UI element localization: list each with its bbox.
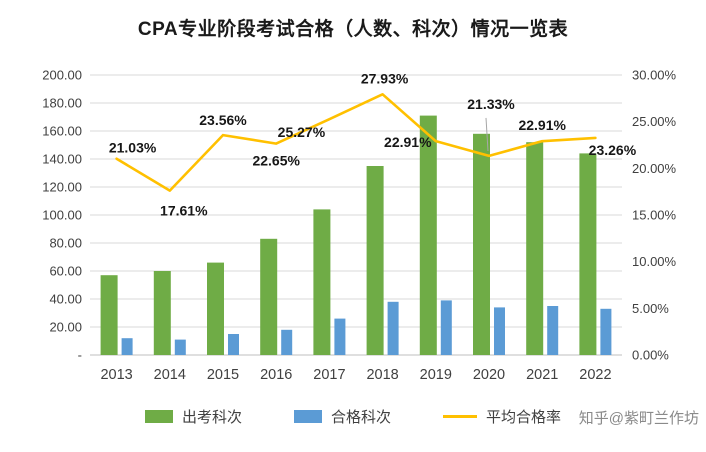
right-axis-tick-label: 0.00% [632,348,669,363]
left-axis-tick-label: 160.00 [42,124,82,139]
bar-exam-sessions-2019 [419,115,437,355]
bar-passed-sessions-2013 [121,338,133,355]
left-axis-tick-label: 40.00 [49,292,82,307]
bar-passed-sessions-2018 [387,301,399,355]
pass-rate-label-2016: 22.65% [252,153,300,169]
x-axis-label: 2021 [526,367,558,383]
legend-label-pass-rate: 平均合格率 [486,409,562,426]
left-axis-tick-label: 80.00 [49,236,82,251]
x-axis-label: 2016 [260,367,292,383]
x-axis-label: 2013 [100,367,132,383]
bar-exam-sessions-2015 [207,262,224,355]
left-axis-tick-label: 100.00 [42,208,82,223]
pass-rate-swatch [443,415,477,418]
bar-exam-sessions-2020 [473,133,490,355]
pass-rate-label-2014: 17.61% [160,203,208,219]
pass-rate-label-2013: 21.03% [109,140,157,156]
bar-exam-sessions-2018 [366,166,384,355]
pass-rate-label-2017: 25.27% [278,124,326,140]
label-leader-line [485,117,489,151]
legend-item-exam-sessions: 出考科次 [144,406,242,427]
right-axis-tick-label: 10.00% [632,254,677,269]
x-axis-label: 2014 [154,367,186,383]
left-axis-tick-label: 140.00 [42,152,82,167]
bar-exam-sessions-2021 [526,142,544,355]
bar-passed-sessions-2020 [494,307,505,355]
right-axis-tick-label: 25.00% [632,114,677,129]
legend-item-pass-rate: 平均合格率 [443,406,561,427]
bar-passed-sessions-2019 [440,300,452,355]
right-axis-tick-label: 15.00% [632,208,677,223]
chart-title: CPA专业阶段考试合格（人数、科次）情况一览表 [137,19,569,40]
legend-label-exam-sessions: 出考科次 [181,409,242,426]
left-axis-tick-label: 200.00 [42,68,82,83]
bar-exam-sessions-2017 [313,209,331,355]
right-axis-tick-label: 20.00% [632,161,677,176]
pass-rate-line [115,93,597,192]
left-axis-tick-label: - [78,348,82,363]
bar-passed-sessions-2014 [174,339,186,355]
bar-passed-sessions-2022 [600,308,612,355]
bar-passed-sessions-2015 [228,334,239,355]
right-axis-tick-label: 5.00% [632,301,669,316]
bar-passed-sessions-2021 [547,306,559,355]
x-axis-label: 2022 [579,367,611,383]
bar-exam-sessions-2016 [260,238,278,355]
exam-sessions-swatch [144,410,173,423]
x-axis-label: 2017 [313,367,345,383]
legend: 出考科次 合格科次 平均合格率 [0,406,706,427]
bar-exam-sessions-2022 [579,153,597,355]
bar-exam-sessions-2013 [100,275,118,355]
pass-rate-label-2021: 22.91% [518,117,566,133]
left-axis-tick-label: 120.00 [42,180,82,195]
x-axis-label: 2015 [207,367,239,383]
bar-passed-sessions-2017 [334,318,346,355]
watermark: 知乎@紫町兰作坊 [576,407,701,428]
pass-rate-label-2020: 21.33% [467,96,515,112]
x-axis-label: 2019 [420,367,452,383]
pass-rate-label-2015: 23.56% [199,112,247,128]
bar-passed-sessions-2016 [281,329,293,355]
bar-exam-sessions-2014 [153,271,171,355]
passed-sessions-swatch [293,410,322,423]
left-axis-tick-label: 180.00 [42,96,82,111]
left-axis-tick-label: 20.00 [49,320,82,335]
left-axis-tick-label: 60.00 [49,264,82,279]
legend-label-passed-sessions: 合格科次 [330,409,391,426]
pass-rate-label-2018: 27.93% [361,70,409,86]
x-axis-label: 2020 [473,367,505,383]
legend-item-passed-sessions: 合格科次 [293,406,391,427]
pass-rate-label-2019: 22.91% [384,134,432,150]
right-axis-tick-label: 30.00% [632,68,677,83]
pass-rate-label-2022: 23.26% [589,142,637,158]
x-axis-label: 2018 [366,367,398,383]
